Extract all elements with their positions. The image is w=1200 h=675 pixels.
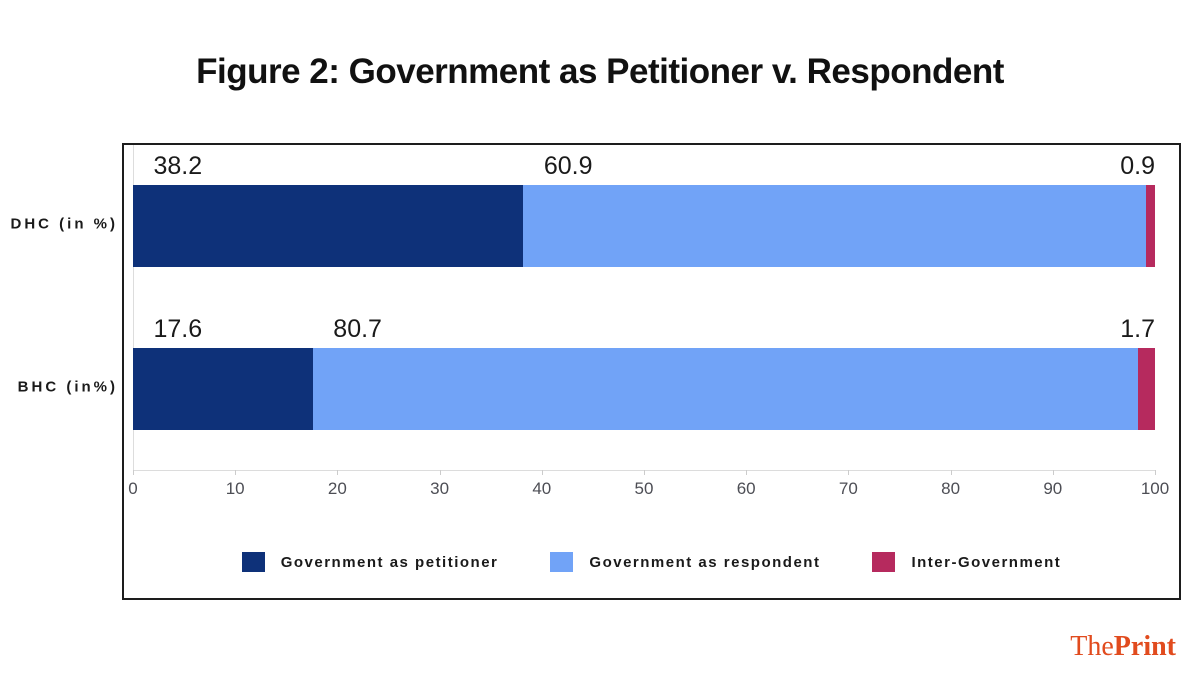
x-axis-tick	[848, 470, 850, 475]
x-axis-tick-label: 10	[225, 479, 245, 498]
legend-item: Government as petitioner	[241, 552, 499, 572]
theprint-logo: ThePrint	[1070, 631, 1176, 663]
plot-area: 38.2 60.9 0.9 17.6 80.7 1.7 0 10 20 30 40 50 60 70 80 9…	[128, 145, 1169, 498]
x-axis-tick-label: 40	[532, 479, 552, 498]
x-axis-tick	[1155, 470, 1156, 475]
x-axis-tick-label: 20	[327, 479, 347, 498]
x-axis-tick	[950, 470, 952, 475]
theprint-logo-print: Print	[1113, 631, 1176, 662]
data-label: 60.9	[543, 152, 593, 181]
chart-legend: Government as petitioner Government as re…	[124, 552, 1179, 572]
bar-row	[133, 185, 1155, 268]
x-axis-tick	[644, 470, 645, 475]
bar-segment-petitioner	[133, 347, 313, 430]
legend-swatch-icon	[241, 552, 265, 572]
chart-title: Figure 2: Government as Petitioner v. Re…	[196, 52, 1004, 91]
x-axis-tick-label: 100	[1140, 479, 1170, 498]
data-label: 80.7	[333, 314, 382, 343]
x-axis-tick-label: 0	[128, 479, 138, 498]
data-label: 1.7	[1120, 314, 1155, 343]
legend-label: Government as petitioner	[280, 553, 499, 571]
x-axis-tick-label: 70	[838, 479, 858, 498]
legend-swatch-icon	[872, 552, 896, 572]
bar-segment-petitioner	[133, 185, 524, 268]
legend-label: Government as respondent	[589, 553, 821, 571]
x-axis-tick-label: 90	[1043, 479, 1063, 498]
x-axis-tick	[439, 470, 441, 475]
bar-segment-inter-government	[1137, 347, 1155, 430]
bar-segment-inter-government	[1145, 185, 1155, 268]
x-axis-tick-label: 30	[430, 479, 450, 498]
category-label: BHC (in%)	[17, 378, 118, 396]
legend-item: Government as respondent	[550, 552, 820, 572]
x-axis-tick	[235, 470, 237, 475]
bar-segment-respondent	[312, 347, 1138, 430]
theprint-logo-the: The	[1070, 631, 1114, 662]
x-axis-tick-label: 50	[634, 479, 654, 498]
legend-item: Inter-Government	[872, 552, 1061, 572]
x-axis-tick-label: 60	[736, 479, 756, 498]
x-axis-tick	[746, 470, 748, 475]
category-label: DHC (in %)	[10, 215, 118, 233]
data-label: 17.6	[153, 314, 203, 343]
bar-segment-respondent	[523, 185, 1146, 268]
bar-row	[133, 347, 1155, 430]
x-axis-tick	[541, 470, 543, 475]
x-axis-tick-label: 80	[941, 479, 961, 498]
data-label: 0.9	[1120, 152, 1155, 181]
legend-swatch-icon	[550, 552, 574, 572]
x-axis-tick	[133, 470, 134, 475]
data-label: 38.2	[153, 152, 203, 181]
x-axis-tick	[337, 470, 339, 475]
x-axis-tick	[1052, 470, 1054, 475]
legend-label: Inter-Government	[911, 553, 1062, 571]
y-axis-line	[133, 145, 134, 470]
chart-frame: 38.2 60.9 0.9 17.6 80.7 1.7 0 10 20 30 40 50 60 70 80 9…	[122, 143, 1181, 600]
